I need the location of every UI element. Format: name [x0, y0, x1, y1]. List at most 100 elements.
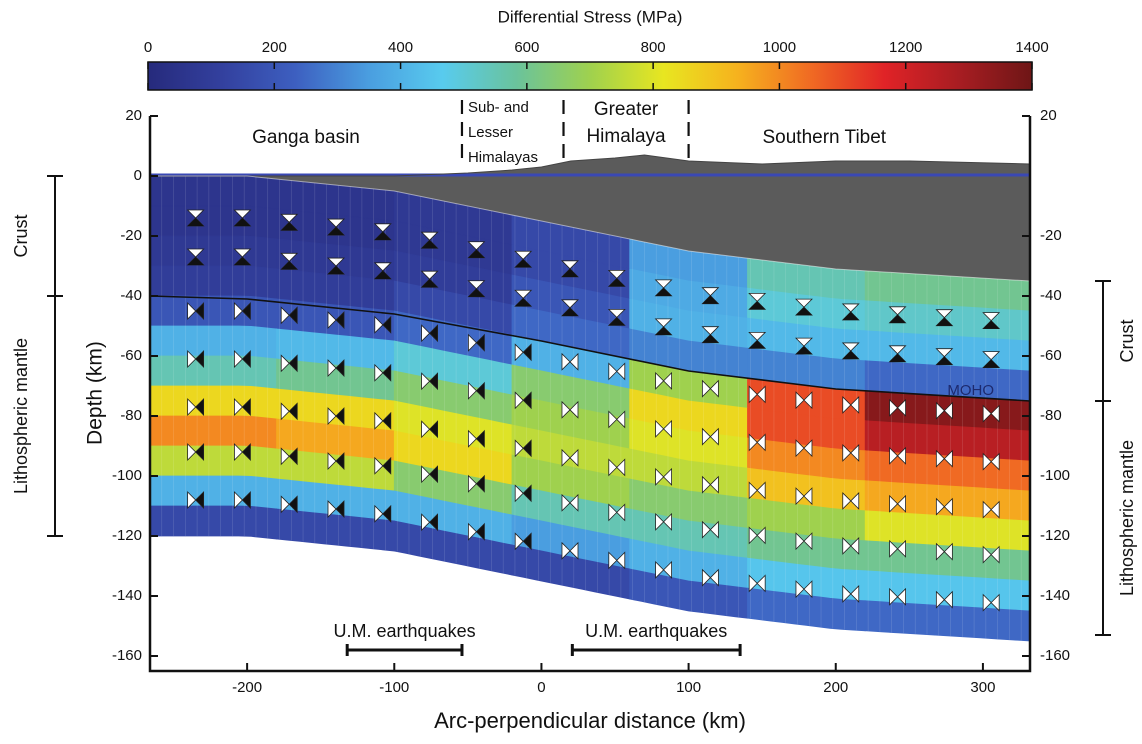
focal-glyph	[702, 334, 719, 343]
focal-glyph	[374, 411, 384, 430]
x-tick-label: 100	[676, 679, 701, 696]
focal-glyph	[889, 539, 899, 558]
focal-glyph	[335, 452, 345, 471]
focal-glyph	[187, 302, 197, 320]
focal-glyph	[421, 372, 431, 391]
focal-glyph	[935, 542, 945, 561]
focal-glyph	[795, 346, 812, 355]
focal-glyph	[187, 443, 197, 461]
slab-top	[150, 175, 1030, 282]
stress-field	[150, 154, 1030, 642]
focal-glyph	[281, 261, 298, 270]
focal-glyph	[709, 379, 719, 398]
focal-glyph	[795, 580, 805, 599]
focal-glyph	[561, 268, 578, 277]
focal-glyph	[280, 354, 290, 373]
focal-glyph	[803, 391, 813, 410]
focal-glyph	[421, 465, 431, 484]
x-tick-label: 0	[537, 679, 545, 696]
focal-glyph	[803, 532, 813, 551]
focal-glyph	[983, 320, 1000, 329]
focal-glyph	[515, 298, 532, 307]
focal-glyph	[943, 497, 953, 516]
stress-cell	[150, 235, 278, 270]
focal-glyph	[889, 398, 899, 417]
focal-glyph	[850, 395, 860, 414]
focal-glyph	[990, 500, 1000, 519]
focal-glyph	[514, 391, 524, 410]
focal-glyph	[234, 218, 251, 226]
focal-glyph	[288, 306, 298, 325]
bracket-label: Lithospheric mantle	[1117, 440, 1137, 596]
focal-glyph	[288, 447, 298, 466]
focal-glyph	[748, 385, 758, 404]
y2-tick-label: -20	[1040, 227, 1062, 244]
focal-glyph	[421, 240, 438, 249]
axis-frame	[148, 116, 1032, 673]
focal-glyph	[749, 301, 766, 310]
bracket-label: Crust	[11, 214, 31, 257]
y2-tick-label: 20	[1040, 107, 1057, 124]
region-label: Ganga basin	[252, 127, 360, 148]
focal-glyph	[241, 491, 251, 509]
focal-glyph	[234, 257, 251, 265]
focal-glyph	[561, 307, 578, 316]
focal-glyph	[943, 542, 953, 561]
focal-glyph	[896, 539, 906, 558]
focal-glyph	[374, 315, 384, 334]
focal-glyph	[850, 584, 860, 603]
stress-cell	[150, 415, 278, 450]
focal-glyph	[795, 391, 805, 410]
focal-glyph	[850, 443, 860, 462]
focal-glyph	[429, 465, 438, 484]
stress-cell	[864, 600, 1030, 642]
bracket-label: Lithospheric mantle	[11, 338, 31, 494]
region-label: Sub- and	[468, 99, 529, 116]
region-label: Himalayas	[468, 149, 538, 166]
focal-glyph	[467, 381, 477, 400]
focal-glyph	[569, 541, 579, 560]
y-tick-label: -60	[120, 347, 142, 364]
focal-glyph	[663, 560, 672, 579]
focal-glyph	[561, 352, 571, 371]
focal-glyph	[421, 324, 431, 343]
stress-cell	[150, 475, 278, 510]
focal-glyph	[896, 398, 906, 417]
focal-glyph	[327, 311, 337, 330]
focal-glyph	[382, 411, 392, 430]
focal-glyph	[335, 407, 345, 426]
focal-glyph	[842, 536, 852, 555]
focal-glyph	[889, 494, 899, 513]
focal-glyph	[374, 456, 384, 475]
focal-glyph	[936, 317, 953, 326]
x-tick-label: 300	[970, 679, 995, 696]
annotation: U.M. earthquakes	[585, 621, 727, 641]
focal-glyph	[990, 404, 1000, 423]
region-label: Southern Tibet	[763, 127, 887, 148]
focal-glyph	[195, 350, 205, 368]
y-tick-label: 0	[134, 167, 142, 184]
focal-glyph	[475, 333, 485, 352]
focal-glyph	[234, 491, 243, 509]
focal-glyph	[709, 475, 719, 494]
y2-tick-label: -160	[1040, 647, 1070, 664]
focal-glyph	[701, 568, 711, 587]
focal-glyph	[382, 504, 392, 523]
focal-glyph	[889, 587, 899, 606]
focal-glyph	[374, 504, 384, 523]
focal-glyph	[663, 371, 672, 390]
focal-glyph	[943, 449, 953, 468]
focal-glyph	[475, 474, 485, 493]
y2-tick-label: -40	[1040, 287, 1062, 304]
focal-glyph	[327, 407, 337, 426]
focal-glyph	[709, 568, 719, 587]
focal-glyph	[842, 395, 852, 414]
x-axis-label: Arc-perpendicular distance (km)	[434, 708, 746, 733]
focal-glyph	[756, 481, 766, 500]
focal-glyph	[195, 443, 205, 461]
moho-line	[150, 295, 1030, 402]
focal-glyph	[803, 487, 813, 506]
focal-glyph	[234, 443, 243, 461]
focal-glyph	[982, 545, 992, 564]
focal-glyph	[327, 359, 337, 378]
